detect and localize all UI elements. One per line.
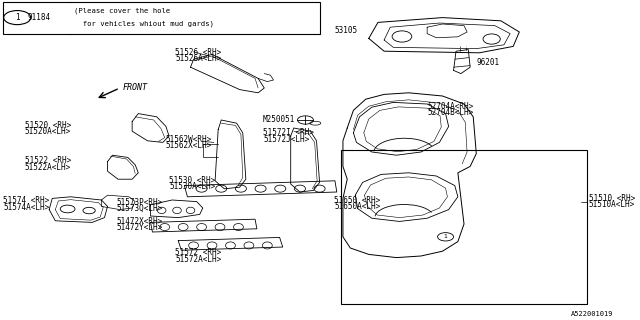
Text: 51574A<LH>: 51574A<LH> bbox=[3, 203, 49, 212]
Text: 51530A<LH>: 51530A<LH> bbox=[169, 182, 215, 191]
Text: 51522A<LH>: 51522A<LH> bbox=[24, 163, 71, 172]
Text: M250051: M250051 bbox=[263, 115, 296, 124]
Text: 51522 <RH>: 51522 <RH> bbox=[24, 156, 71, 165]
Text: 51573P<RH>: 51573P<RH> bbox=[116, 198, 163, 207]
Text: 51520A<LH>: 51520A<LH> bbox=[24, 127, 71, 136]
Text: 51520 <RH>: 51520 <RH> bbox=[24, 121, 71, 130]
Text: for vehicles whiout mud gards): for vehicles whiout mud gards) bbox=[74, 21, 214, 27]
Text: 51526A<LH>: 51526A<LH> bbox=[175, 54, 221, 63]
Text: 91184: 91184 bbox=[27, 13, 51, 22]
Text: 1: 1 bbox=[15, 13, 20, 22]
Text: 51472Y<LH>: 51472Y<LH> bbox=[116, 223, 163, 232]
Text: 51530 <RH>: 51530 <RH> bbox=[169, 176, 215, 185]
Text: 51573Q<LH>: 51573Q<LH> bbox=[116, 204, 163, 213]
Text: 51562X<LH>: 51562X<LH> bbox=[166, 141, 212, 150]
Text: 51472X<RH>: 51472X<RH> bbox=[116, 217, 163, 226]
Text: 51650 <RH>: 51650 <RH> bbox=[334, 196, 381, 204]
Text: FRONT: FRONT bbox=[123, 83, 148, 92]
Text: 51526 <RH>: 51526 <RH> bbox=[175, 48, 221, 57]
Text: 51562W<RH>: 51562W<RH> bbox=[166, 135, 212, 144]
Text: 51510A<LH>: 51510A<LH> bbox=[589, 200, 635, 209]
Text: 51572 <RH>: 51572 <RH> bbox=[175, 248, 221, 257]
Text: 52704A<RH>: 52704A<RH> bbox=[427, 102, 474, 111]
Bar bbox=[3, 2, 319, 34]
Text: 51574 <RH>: 51574 <RH> bbox=[3, 196, 49, 205]
Text: (Please cover the hole: (Please cover the hole bbox=[74, 8, 170, 14]
Text: 52704B<LH>: 52704B<LH> bbox=[427, 108, 474, 117]
Text: 51572J<LH>: 51572J<LH> bbox=[263, 135, 309, 144]
Text: 51572A<LH>: 51572A<LH> bbox=[175, 255, 221, 264]
Text: 51650A<LH>: 51650A<LH> bbox=[334, 202, 381, 211]
Text: 96201: 96201 bbox=[476, 58, 499, 67]
Text: 53105: 53105 bbox=[335, 26, 358, 35]
Text: A522001019: A522001019 bbox=[571, 311, 613, 317]
Bar bbox=[341, 150, 587, 304]
Text: 51510 <RH>: 51510 <RH> bbox=[589, 194, 635, 203]
Text: 1: 1 bbox=[444, 234, 447, 239]
Text: 51572I <RH>: 51572I <RH> bbox=[263, 128, 314, 137]
